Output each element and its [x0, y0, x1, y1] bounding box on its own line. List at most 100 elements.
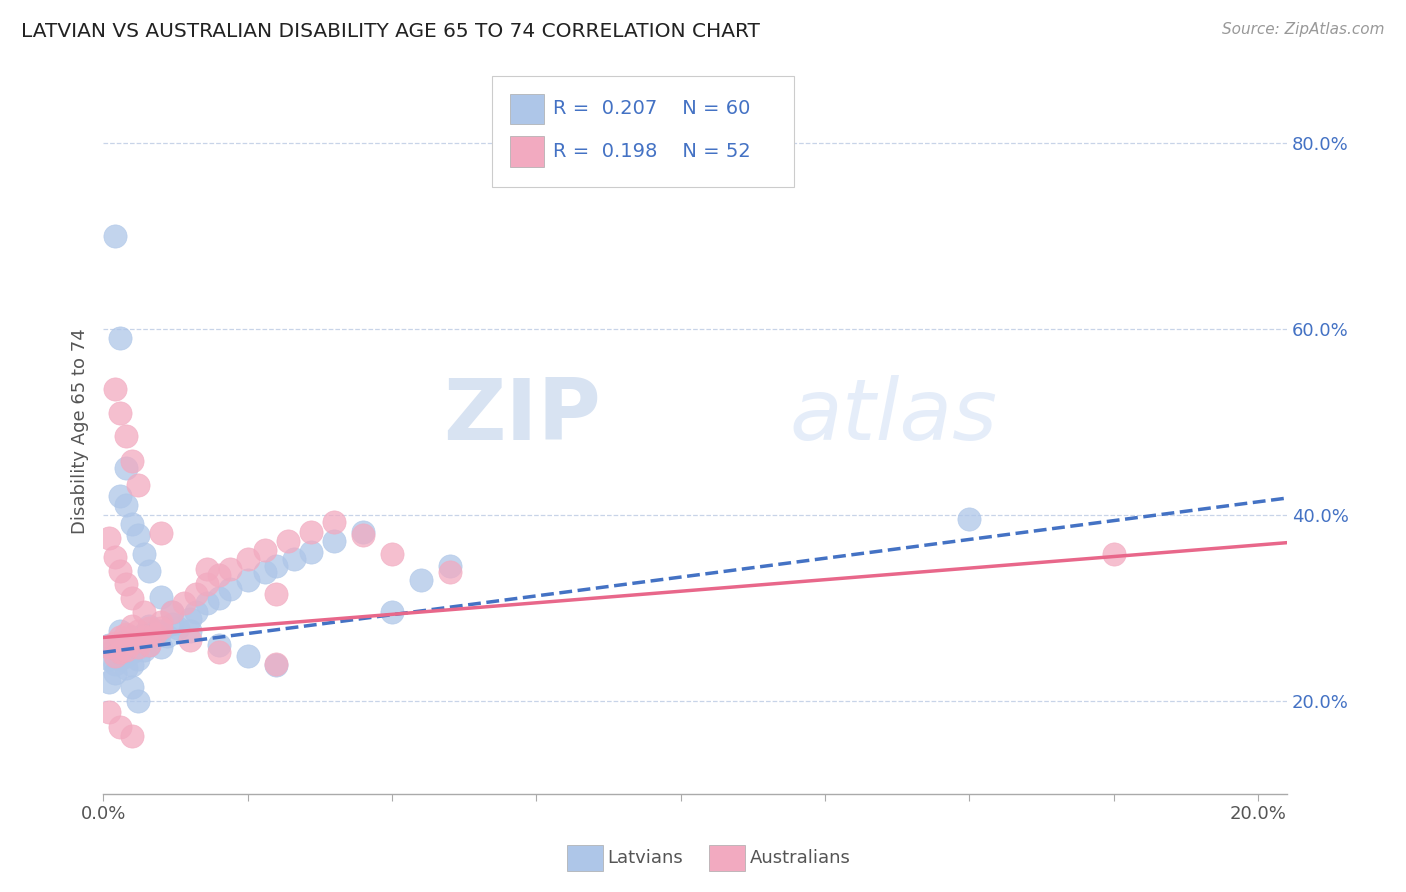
Point [162, 617, 184, 632]
Point [104, 382, 127, 396]
Point [115, 642, 138, 657]
Point [138, 638, 160, 652]
Point [97, 531, 120, 545]
Point [323, 515, 346, 529]
Point [104, 665, 127, 680]
Point [115, 633, 138, 648]
Point [208, 645, 231, 659]
Point [266, 587, 288, 601]
Point [104, 549, 127, 564]
Point [266, 657, 288, 671]
Point [104, 649, 127, 664]
Point [132, 627, 155, 641]
Point [132, 631, 155, 645]
Point [236, 649, 259, 664]
Point [110, 564, 132, 578]
Text: LATVIAN VS AUSTRALIAN DISABILITY AGE 65 TO 74 CORRELATION CHART: LATVIAN VS AUSTRALIAN DISABILITY AGE 65 … [21, 22, 761, 41]
Point [959, 512, 981, 526]
Point [381, 606, 404, 620]
Point [149, 624, 172, 638]
Point [266, 658, 288, 673]
Point [219, 582, 242, 596]
Point [184, 587, 207, 601]
Point [115, 627, 138, 641]
Point [110, 720, 132, 734]
Point [127, 528, 149, 542]
Point [121, 680, 143, 694]
Point [409, 573, 432, 587]
Point [149, 615, 172, 629]
Text: atlas: atlas [790, 376, 998, 458]
Point [138, 619, 160, 633]
Point [208, 638, 231, 652]
Point [138, 638, 160, 652]
Point [115, 661, 138, 675]
Point [236, 552, 259, 566]
Point [149, 640, 172, 654]
Point [149, 526, 172, 541]
Point [138, 621, 160, 635]
Point [110, 652, 132, 666]
Point [127, 636, 149, 650]
Y-axis label: Disability Age 65 to 74: Disability Age 65 to 74 [72, 328, 89, 534]
Point [208, 568, 231, 582]
Point [110, 631, 132, 645]
Point [97, 705, 120, 719]
Point [156, 629, 179, 643]
Point [104, 640, 127, 654]
Point [127, 694, 149, 708]
Point [121, 631, 143, 645]
Point [110, 642, 132, 657]
Point [127, 652, 149, 666]
Point [104, 657, 127, 671]
Point [132, 606, 155, 620]
Point [115, 649, 138, 664]
Point [132, 642, 155, 657]
Point [162, 606, 184, 620]
Point [299, 545, 322, 559]
Text: ZIP: ZIP [443, 376, 600, 458]
Point [236, 573, 259, 587]
Point [195, 577, 218, 591]
Point [253, 543, 276, 558]
Point [179, 624, 201, 638]
Point [184, 606, 207, 620]
Point [110, 645, 132, 659]
Point [121, 591, 143, 606]
Point [299, 524, 322, 539]
Point [149, 590, 172, 604]
Point [110, 489, 132, 503]
Text: Latvians: Latvians [607, 849, 683, 867]
Point [439, 566, 461, 580]
Point [439, 558, 461, 573]
Point [127, 640, 149, 654]
Point [121, 517, 143, 532]
Point [115, 499, 138, 513]
Point [208, 591, 231, 606]
Point [121, 645, 143, 659]
Point [352, 528, 374, 542]
Point [97, 675, 120, 690]
Point [167, 621, 190, 635]
Point [121, 619, 143, 633]
Point [132, 547, 155, 561]
Point [352, 524, 374, 539]
Point [277, 533, 299, 548]
Point [97, 652, 120, 666]
Point [121, 454, 143, 468]
Point [110, 331, 132, 345]
Point [121, 636, 143, 650]
Point [323, 533, 346, 548]
Point [283, 552, 305, 566]
Point [1102, 547, 1125, 561]
Point [121, 658, 143, 673]
Point [381, 547, 404, 561]
Point [104, 636, 127, 650]
Point [127, 478, 149, 492]
Point [219, 562, 242, 576]
Point [138, 564, 160, 578]
Point [253, 566, 276, 580]
Point [104, 228, 127, 243]
Point [179, 612, 201, 626]
Point [110, 624, 132, 638]
